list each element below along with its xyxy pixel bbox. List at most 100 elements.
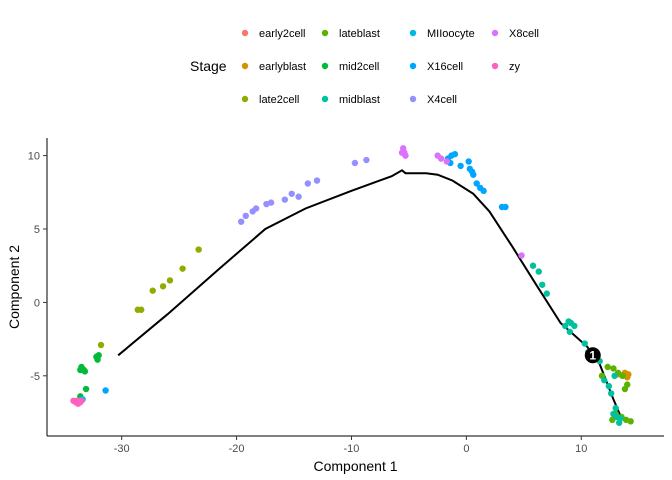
point-midblast bbox=[535, 268, 542, 275]
point-late2cell bbox=[149, 287, 156, 294]
legend-title: Stage bbox=[190, 58, 227, 74]
legend-label-late2cell: late2cell bbox=[259, 94, 299, 106]
point-late2cell bbox=[195, 246, 202, 253]
point-lateblast bbox=[621, 385, 629, 393]
point-midblast bbox=[543, 290, 551, 297]
point-midblast bbox=[605, 382, 613, 390]
point-X16cell bbox=[451, 150, 459, 158]
point-X4cell bbox=[363, 156, 370, 164]
point-mid2cell bbox=[95, 352, 102, 359]
legend-label-X4cell: X4cell bbox=[427, 94, 457, 106]
branch-point-label: 1 bbox=[589, 348, 596, 362]
point-X4cell bbox=[351, 159, 359, 167]
point-X8cell bbox=[518, 252, 525, 259]
y-tick-label: 10 bbox=[28, 151, 40, 163]
data-points bbox=[70, 145, 634, 426]
point-X4cell bbox=[242, 212, 249, 220]
legend-label-midblast: midblast bbox=[339, 94, 380, 106]
point-X4cell bbox=[267, 199, 275, 206]
y-tick-label: -5 bbox=[30, 371, 40, 383]
point-midblast bbox=[561, 322, 569, 330]
legend-key-zy bbox=[491, 62, 499, 70]
point-X8cell bbox=[443, 158, 451, 165]
point-zy bbox=[70, 397, 77, 404]
point-X8cell bbox=[437, 155, 445, 162]
x-tick-label: 10 bbox=[575, 443, 587, 455]
y-tick-label: 0 bbox=[34, 297, 40, 309]
point-X4cell bbox=[237, 218, 245, 225]
legend-label-lateblast: lateblast bbox=[339, 28, 380, 40]
x-tick-label: -20 bbox=[229, 443, 245, 455]
branch-point-marker: 1 bbox=[584, 347, 601, 364]
point-X16cell bbox=[470, 171, 477, 178]
point-mid2cell bbox=[77, 366, 84, 374]
x-tick-label: 0 bbox=[463, 443, 469, 455]
legend-label-X16cell: X16cell bbox=[427, 61, 463, 73]
point-X4cell bbox=[288, 190, 295, 197]
legend-key-lateblast bbox=[321, 29, 329, 37]
plot-area: 1 bbox=[70, 145, 634, 426]
legend-key-X4cell bbox=[409, 95, 417, 103]
point-X16cell bbox=[465, 158, 472, 165]
legend: Stage early2cell earlyblast late2cell lateb… bbox=[190, 28, 539, 106]
point-X16cell bbox=[502, 203, 509, 211]
x-tick-label: -30 bbox=[114, 443, 130, 455]
y-tick-label: 5 bbox=[34, 224, 40, 236]
point-midblast bbox=[612, 404, 619, 412]
point-midblast bbox=[571, 322, 578, 330]
legend-key-midblast bbox=[321, 95, 329, 103]
point-late2cell bbox=[159, 283, 167, 290]
legend-key-MIIoocyte bbox=[409, 29, 417, 37]
x-axis-ticks: -30 -20 -10 0 10 bbox=[114, 436, 587, 455]
legend-label-MIIoocyte: MIIoocyte bbox=[427, 28, 475, 40]
point-lateblast bbox=[627, 418, 634, 425]
point-midblast bbox=[610, 410, 617, 418]
point-zy bbox=[78, 397, 85, 404]
branch-point-circle bbox=[584, 347, 601, 364]
y-axis-label: Component 2 bbox=[6, 245, 22, 329]
point-lateblast bbox=[609, 416, 616, 424]
point-midblast bbox=[607, 390, 615, 397]
legend-key-late2cell bbox=[241, 95, 249, 103]
point-X4cell bbox=[313, 177, 321, 184]
point-X4cell bbox=[304, 180, 312, 187]
point-X4cell bbox=[252, 205, 260, 212]
point-mid2cell bbox=[82, 385, 90, 393]
point-X4cell bbox=[281, 196, 289, 203]
legend-key-X16cell bbox=[409, 62, 417, 70]
point-late2cell bbox=[138, 306, 145, 313]
legend-key-early2cell bbox=[241, 29, 249, 37]
point-midblast bbox=[539, 281, 546, 288]
point-midblast bbox=[581, 340, 588, 347]
point-lateblast bbox=[619, 372, 626, 380]
legend-label-earlyblast: earlyblast bbox=[259, 61, 306, 73]
y-axis-ticks: -5 0 5 10 bbox=[28, 151, 47, 383]
point-midblast bbox=[615, 419, 623, 426]
legend-label-early2cell: early2cell bbox=[259, 28, 305, 40]
point-late2cell bbox=[179, 265, 186, 272]
point-X8cell bbox=[398, 149, 406, 156]
legend-label-mid2cell: mid2cell bbox=[339, 61, 379, 73]
point-late2cell bbox=[166, 277, 174, 284]
point-midblast bbox=[566, 328, 573, 335]
point-X16cell bbox=[457, 162, 464, 170]
point-X16cell bbox=[480, 187, 487, 195]
legend-label-X8cell: X8cell bbox=[509, 28, 539, 40]
point-midblast bbox=[601, 377, 608, 384]
axes: -30 -20 -10 0 10 -5 0 5 10 Component 1 Componen… bbox=[6, 138, 664, 474]
point-midblast bbox=[611, 372, 618, 380]
point-X16cell bbox=[473, 180, 480, 187]
point-midblast bbox=[529, 262, 537, 269]
x-axis-label: Component 1 bbox=[313, 458, 397, 474]
legend-label-zy: zy bbox=[509, 61, 521, 73]
point-X16cell bbox=[102, 387, 109, 394]
legend-key-earlyblast bbox=[241, 62, 249, 70]
legend-key-mid2cell bbox=[321, 62, 329, 70]
point-X4cell bbox=[295, 193, 302, 200]
legend-key-X8cell bbox=[491, 29, 499, 37]
point-late2cell bbox=[97, 341, 105, 349]
point-lateblast bbox=[604, 363, 611, 371]
x-tick-label: -10 bbox=[344, 443, 360, 455]
point-lateblast bbox=[610, 365, 617, 372]
